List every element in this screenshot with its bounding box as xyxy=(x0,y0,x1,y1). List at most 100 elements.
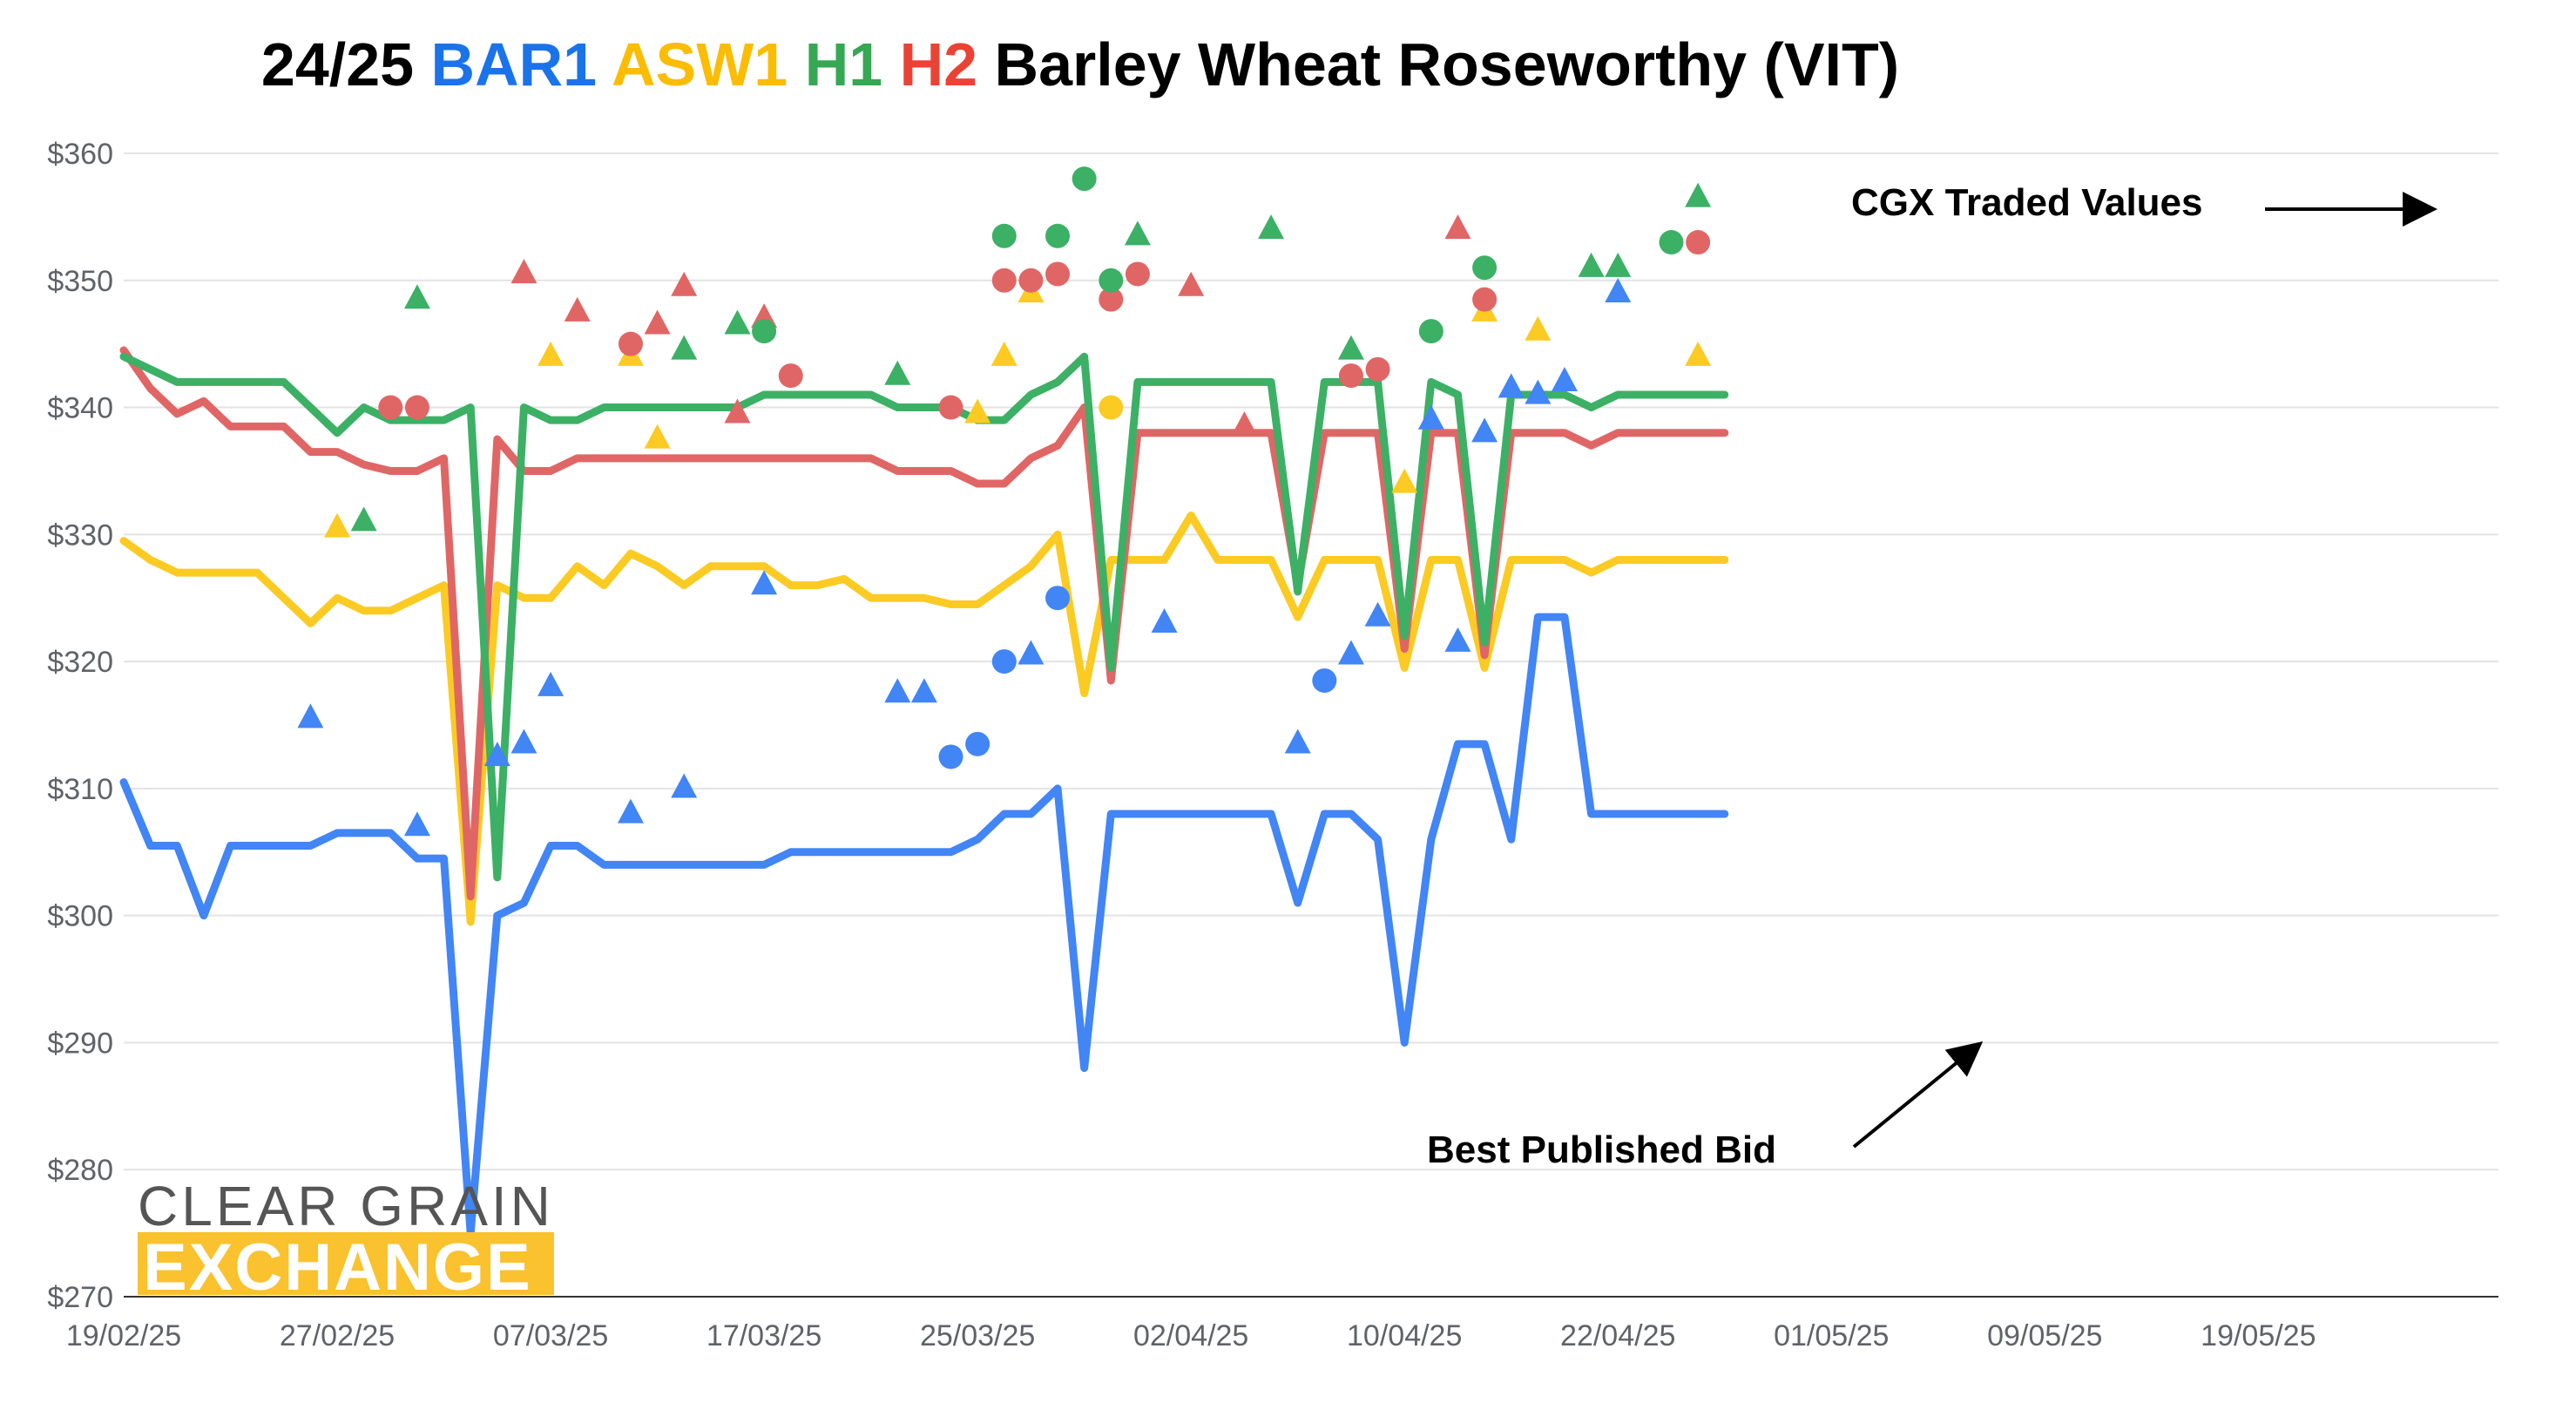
traded-point-asw1-triangle xyxy=(644,424,671,449)
traded-point-h2-circle xyxy=(1045,261,1071,287)
annotation-label: CGX Traded Values xyxy=(1851,181,2203,224)
traded-point-h1-triangle xyxy=(884,360,911,385)
traded-point-h1-triangle xyxy=(1605,252,1632,277)
traded-point-h1-circle xyxy=(1045,223,1071,248)
y-tick-label: $310 xyxy=(47,773,113,806)
traded-point-asw1-triangle xyxy=(538,341,565,366)
bid-lines xyxy=(119,346,1729,1237)
traded-point-bar1-triangle xyxy=(751,570,778,595)
x-tick-label: 22/04/25 xyxy=(1560,1319,1675,1352)
traded-point-bar1-triangle xyxy=(483,742,510,767)
traded-point-h1-triangle xyxy=(403,284,430,309)
traded-point-asw1-circle xyxy=(1099,395,1124,420)
traded-point-h1-triangle xyxy=(671,335,698,360)
annotation-arrow-up-right xyxy=(1852,1040,1984,1149)
annotation-label: Best Published Bid xyxy=(1427,1128,1776,1171)
traded-point-asw1-triangle xyxy=(1525,315,1552,341)
traded-point-h2-circle xyxy=(1018,268,1044,293)
traded-point-bar1-circle xyxy=(991,649,1017,674)
traded-point-bar1-triangle xyxy=(1498,373,1525,398)
traded-point-bar1-triangle xyxy=(1525,379,1552,404)
traded-point-bar1-triangle xyxy=(1551,367,1578,392)
traded-point-h1-circle xyxy=(1659,230,1684,255)
title-part-3: ASW1 xyxy=(612,30,788,98)
traded-point-h2-circle xyxy=(404,395,429,420)
traded-point-h1-triangle xyxy=(1124,220,1151,246)
traded-point-bar1-triangle xyxy=(1364,601,1391,627)
y-tick-label: $360 xyxy=(47,138,113,171)
traded-point-bar1-circle xyxy=(938,744,963,769)
y-tick-label: $340 xyxy=(47,392,113,425)
traded-point-h2-circle xyxy=(938,395,963,420)
traded-point-h1-triangle xyxy=(724,309,751,335)
traded-point-bar1-triangle xyxy=(1471,417,1498,443)
title-part-7: H2 xyxy=(900,30,977,98)
traded-point-asw1-triangle xyxy=(991,341,1018,366)
logo-band xyxy=(138,1232,554,1295)
y-tick-label: $270 xyxy=(47,1281,113,1314)
traded-point-bar1-triangle xyxy=(403,811,430,837)
x-tick-label: 19/02/25 xyxy=(66,1319,181,1352)
traded-point-h2-triangle xyxy=(671,271,698,296)
chart-title: 24/25 BAR1 ASW1 H1 H2 Barley Wheat Rosew… xyxy=(261,30,1899,98)
y-tick-label: $320 xyxy=(47,646,113,679)
series-line-h2 xyxy=(119,346,1729,901)
title-part-1: BAR1 xyxy=(431,30,598,98)
traded-point-h2-circle xyxy=(991,268,1017,293)
traded-point-asw1-triangle xyxy=(1391,468,1418,493)
traded-point-asw1-triangle xyxy=(1685,341,1712,366)
traded-point-h1-triangle xyxy=(350,506,377,532)
title-part-6 xyxy=(882,30,899,98)
x-tick-label: 02/04/25 xyxy=(1133,1319,1248,1352)
series-line-bar1 xyxy=(119,613,1729,1237)
logo-line1: CLEAR GRAIN xyxy=(138,1175,554,1237)
traded-point-bar1-triangle xyxy=(1284,729,1311,754)
series-line-asw1 xyxy=(119,511,1729,926)
traded-point-bar1-circle xyxy=(965,731,991,756)
traded-point-bar1-triangle xyxy=(297,703,324,729)
traded-point-bar1-triangle xyxy=(671,773,698,798)
series-line-h1 xyxy=(119,352,1729,882)
traded-point-h2-triangle xyxy=(1231,411,1258,437)
traded-point-h1-circle xyxy=(1072,166,1097,192)
traded-point-h1-circle xyxy=(991,223,1017,248)
y-tick-label: $300 xyxy=(47,900,113,933)
traded-point-bar1-triangle xyxy=(510,729,538,754)
x-tick-label: 17/03/25 xyxy=(707,1319,821,1352)
traded-point-bar1-triangle xyxy=(1337,640,1364,665)
title-part-0: 24/25 xyxy=(261,30,431,98)
title-part-2 xyxy=(597,30,612,98)
traded-point-bar1-triangle xyxy=(884,678,911,703)
traded-point-h2-circle xyxy=(1365,356,1390,382)
traded-point-bar1-triangle xyxy=(1444,627,1471,652)
y-tick-label: $290 xyxy=(47,1027,113,1060)
traded-point-h1-circle xyxy=(752,319,777,344)
traded-point-h2-circle xyxy=(378,395,403,420)
traded-point-h2-triangle xyxy=(644,309,671,335)
annotation-cgx-traded-values: CGX Traded Values xyxy=(1851,181,2437,227)
traded-point-bar1-triangle xyxy=(1605,277,1632,302)
traded-point-h1-triangle xyxy=(1685,182,1712,207)
traded-point-bar1-triangle xyxy=(538,671,565,696)
x-tick-label: 01/05/25 xyxy=(1774,1319,1889,1352)
traded-point-h2-triangle xyxy=(724,398,751,424)
traded-point-asw1-triangle xyxy=(964,398,991,424)
traded-point-asw1-triangle xyxy=(324,512,351,538)
y-tick-label: $330 xyxy=(47,518,113,552)
y-axis: $360 $350 $340 $330 $320 $310 $300 $290 $280 $270 xyxy=(47,138,113,1314)
traded-point-bar1-triangle xyxy=(1018,640,1045,665)
traded-point-h2-triangle xyxy=(1178,271,1205,296)
traded-points xyxy=(297,166,1712,837)
annotation-best-published-bid: Best Published Bid xyxy=(1427,1040,1984,1171)
traded-point-bar1-circle xyxy=(1312,668,1337,693)
title-part-5: H1 xyxy=(805,30,882,98)
x-axis: 19/02/25 27/02/25 07/03/25 17/03/25 25/03/25… xyxy=(66,1319,2316,1352)
x-tick-label: 19/05/25 xyxy=(2201,1319,2316,1352)
clear-grain-exchange-logo: CLEAR GRAIN EXCHANGE xyxy=(138,1175,554,1305)
x-tick-label: 25/03/25 xyxy=(920,1319,1035,1352)
traded-point-h2-circle xyxy=(618,331,643,356)
traded-point-bar1-triangle xyxy=(910,678,937,703)
traded-point-bar1-triangle xyxy=(1151,608,1178,634)
traded-point-h1-circle xyxy=(1472,255,1498,281)
